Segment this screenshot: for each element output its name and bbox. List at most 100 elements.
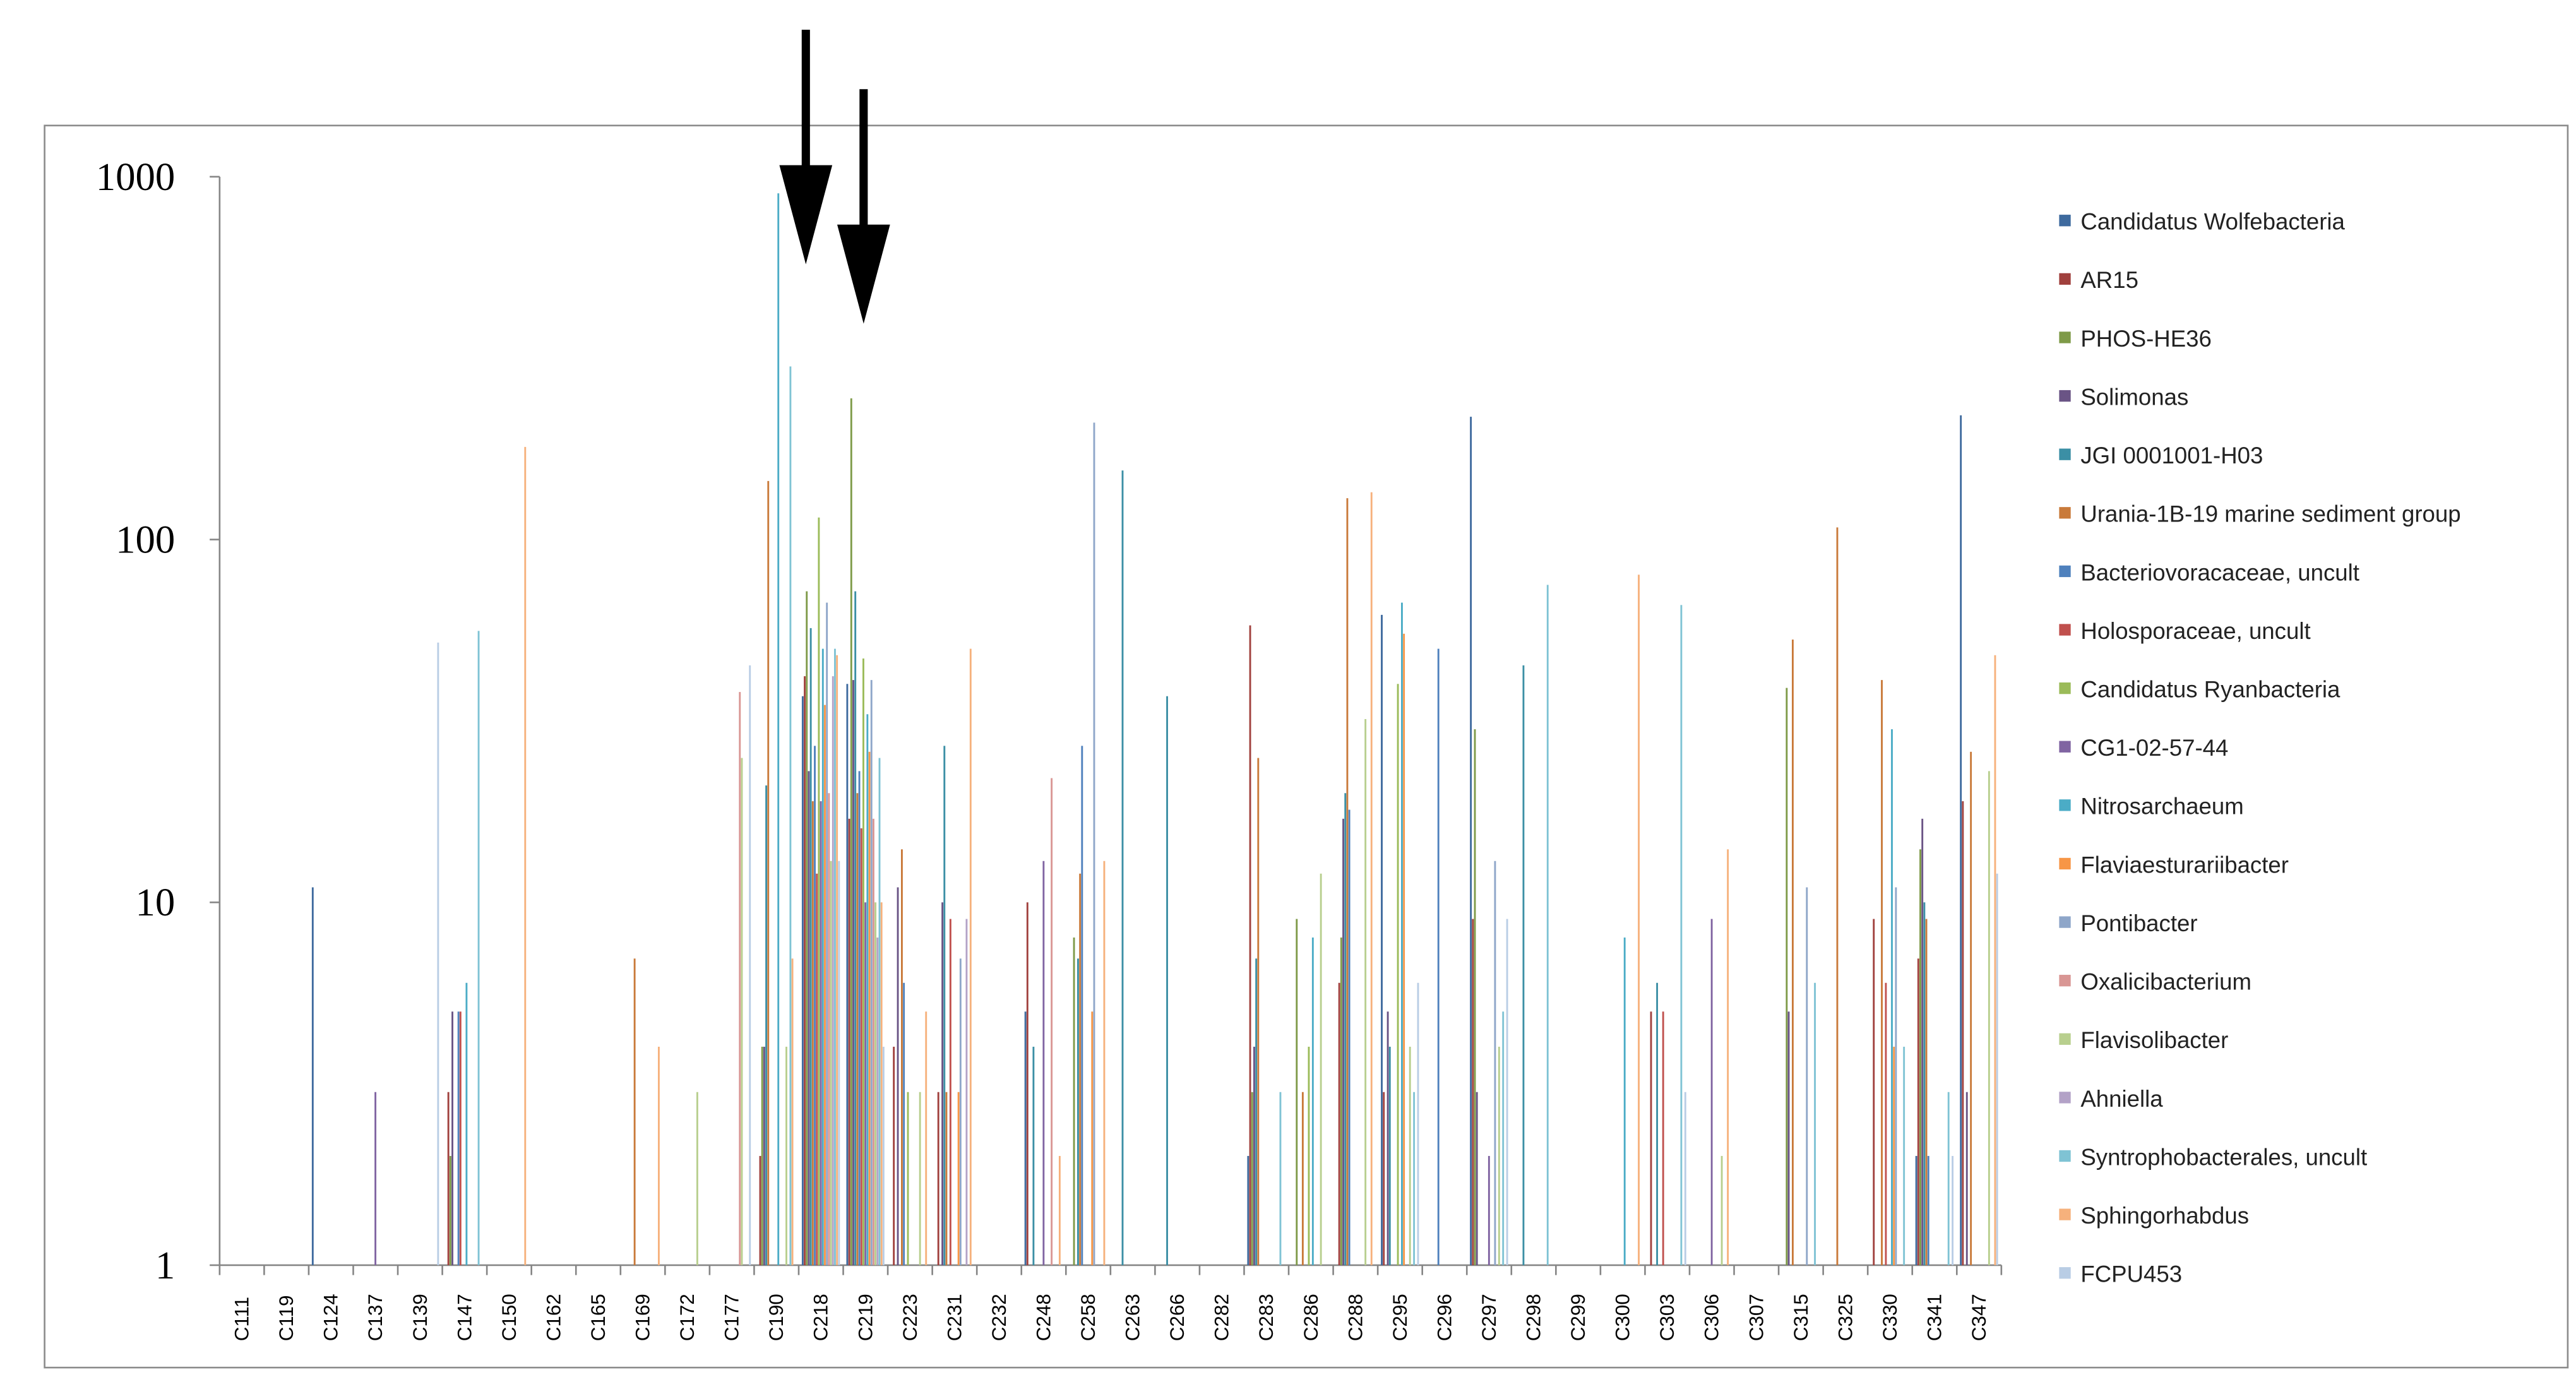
- bar: [1873, 919, 1875, 1265]
- legend-label: Oxalicibacterium: [2080, 969, 2251, 995]
- bar: [785, 1046, 787, 1265]
- bar: [1301, 1092, 1304, 1265]
- bar: [1166, 696, 1168, 1265]
- bar: [524, 446, 527, 1265]
- bar: [1348, 809, 1351, 1265]
- legend-label: CG1-02-57-44: [2080, 735, 2228, 761]
- legend-label: Flavisolibacter: [2080, 1027, 2228, 1053]
- bar: [874, 902, 877, 1265]
- bar: [1340, 937, 1342, 1265]
- bar: [937, 1092, 939, 1265]
- x-tick-label: C298: [1523, 1294, 1545, 1341]
- x-tick-label: C341: [1923, 1294, 1945, 1341]
- bar: [1121, 470, 1124, 1265]
- bar: [777, 193, 780, 1265]
- bar: [1255, 958, 1258, 1265]
- bar: [1311, 937, 1314, 1265]
- bar: [897, 887, 899, 1265]
- bar: [1720, 1155, 1723, 1265]
- bar: [1786, 688, 1788, 1265]
- bar: [854, 591, 857, 1265]
- bar: [893, 1046, 895, 1265]
- bar: [1546, 585, 1549, 1265]
- x-tick-label: C177: [721, 1294, 743, 1341]
- arrow: [837, 89, 890, 324]
- legend-label: Ahniella: [2080, 1086, 2163, 1112]
- legend-label: Holosporaceae, uncult: [2080, 618, 2310, 644]
- bar: [1903, 1046, 1905, 1265]
- x-tick-label: C283: [1255, 1294, 1277, 1341]
- bar: [1814, 982, 1816, 1265]
- bar: [1077, 958, 1079, 1265]
- bar: [459, 1011, 462, 1265]
- bar: [959, 958, 962, 1265]
- bar: [943, 746, 946, 1265]
- x-tick-label: C263: [1122, 1294, 1144, 1341]
- x-tick-label: C300: [1612, 1294, 1634, 1341]
- legend-key: [2059, 857, 2071, 870]
- bar: [1506, 919, 1508, 1265]
- bar: [1103, 861, 1106, 1265]
- bar: [852, 680, 854, 1265]
- bar: [828, 793, 830, 1265]
- legend-label: Solimonas: [2080, 384, 2188, 410]
- bar: [437, 642, 439, 1265]
- x-tick-label: C307: [1745, 1294, 1767, 1341]
- bar: [763, 1046, 765, 1265]
- bar: [838, 861, 840, 1265]
- bar: [1079, 873, 1082, 1265]
- x-tick-label: C139: [409, 1294, 431, 1341]
- legend-key: [2059, 624, 2071, 636]
- x-tick-label: C119: [275, 1296, 297, 1342]
- bar: [1409, 1046, 1411, 1265]
- bar: [1257, 758, 1260, 1265]
- bar: [1881, 680, 1883, 1265]
- bar: [1397, 684, 1399, 1265]
- x-tick-label: C296: [1433, 1294, 1455, 1341]
- bar: [850, 398, 852, 1265]
- bar: [1042, 861, 1045, 1265]
- legend-label: PHOS-HE36: [2080, 326, 2212, 352]
- bar: [856, 793, 859, 1265]
- legend-key: [2059, 1150, 2071, 1162]
- arrow: [779, 30, 833, 265]
- bar: [1970, 751, 1972, 1265]
- bar: [1296, 919, 1298, 1265]
- x-tick-label: C325: [1834, 1294, 1856, 1341]
- bar: [864, 902, 867, 1265]
- bar: [1253, 1046, 1255, 1265]
- bar: [848, 818, 850, 1265]
- bar: [941, 902, 944, 1265]
- bar: [821, 648, 824, 1265]
- bar: [860, 828, 862, 1265]
- bar: [1472, 919, 1474, 1265]
- bar: [832, 676, 834, 1265]
- bar: [872, 818, 874, 1265]
- bar: [1947, 1092, 1950, 1265]
- bar: [1893, 1046, 1895, 1265]
- legend-label: Bacteriovoracaceae, uncult: [2080, 559, 2359, 585]
- bar: [830, 861, 832, 1265]
- bar: [969, 648, 972, 1265]
- bar: [1710, 919, 1713, 1265]
- bar: [477, 631, 480, 1265]
- bar: [1921, 818, 1924, 1265]
- legend-key: [2059, 1092, 2071, 1104]
- x-tick-label: C288: [1344, 1294, 1366, 1341]
- x-tick-label: C286: [1300, 1294, 1322, 1341]
- bar: [882, 1046, 885, 1265]
- bar: [901, 849, 903, 1265]
- bar: [1386, 1011, 1389, 1265]
- bar: [759, 1155, 761, 1265]
- bar: [1806, 887, 1808, 1265]
- bar: [1891, 729, 1893, 1265]
- bar: [862, 658, 864, 1265]
- x-tick-label: C111: [231, 1297, 253, 1341]
- bar: [878, 758, 881, 1265]
- bar: [957, 1092, 960, 1265]
- legend-key: [2059, 1267, 2071, 1279]
- bar: [1656, 982, 1659, 1265]
- bar: [811, 801, 814, 1265]
